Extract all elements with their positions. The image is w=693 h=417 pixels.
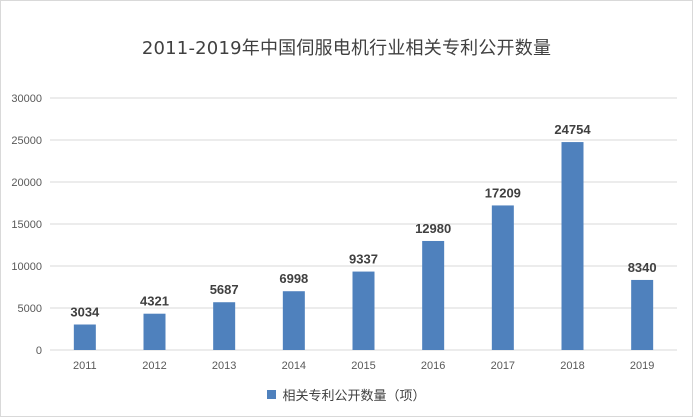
bar-2018 <box>561 142 584 350</box>
x-tick-label-2015: 2015 <box>351 360 375 372</box>
bar-2017 <box>491 205 514 350</box>
bar-2015 <box>352 271 375 350</box>
x-tick-label-2016: 2016 <box>421 360 445 372</box>
x-tick-label-2017: 2017 <box>491 360 515 372</box>
data-label-2011: 3034 <box>70 305 100 320</box>
bar-2011 <box>73 324 96 350</box>
data-label-2019: 8340 <box>628 260 657 275</box>
legend-label: 相关专利公开数量（项） <box>282 389 426 404</box>
bar-2012 <box>143 313 166 350</box>
y-tick-label: 30000 <box>11 93 42 105</box>
data-label-2015: 9337 <box>349 252 378 267</box>
data-label-2017: 17209 <box>485 185 521 200</box>
data-label-2012: 4321 <box>140 294 169 309</box>
bar-2013 <box>213 302 236 350</box>
bar-2019 <box>631 279 654 350</box>
data-label-2013: 5687 <box>210 282 239 297</box>
bar-2016 <box>422 240 445 350</box>
data-label-2018: 24754 <box>554 122 591 137</box>
bar-2014 <box>282 291 305 350</box>
x-tick-label-2018: 2018 <box>560 360 584 372</box>
y-tick-label: 15000 <box>11 219 42 231</box>
legend-swatch <box>267 390 277 399</box>
x-tick-label-2013: 2013 <box>212 360 236 372</box>
y-tick-label: 20000 <box>11 177 42 189</box>
y-tick-label: 10000 <box>11 261 42 273</box>
x-tick-label-2014: 2014 <box>282 360 306 372</box>
x-tick-label-2011: 2011 <box>73 360 97 372</box>
y-tick-label: 5000 <box>18 303 42 315</box>
data-label-2016: 12980 <box>415 221 451 236</box>
legend: 相关专利公开数量（项） <box>1 385 692 404</box>
y-tick-label: 25000 <box>11 135 42 147</box>
chart-title: 2011-2019年中国伺服电机行业相关专利公开数量 <box>141 38 552 59</box>
x-tick-label-2012: 2012 <box>142 360 166 372</box>
x-tick-label-2019: 2019 <box>630 360 654 372</box>
data-label-2014: 6998 <box>279 271 308 286</box>
y-tick-label: 0 <box>36 345 42 357</box>
